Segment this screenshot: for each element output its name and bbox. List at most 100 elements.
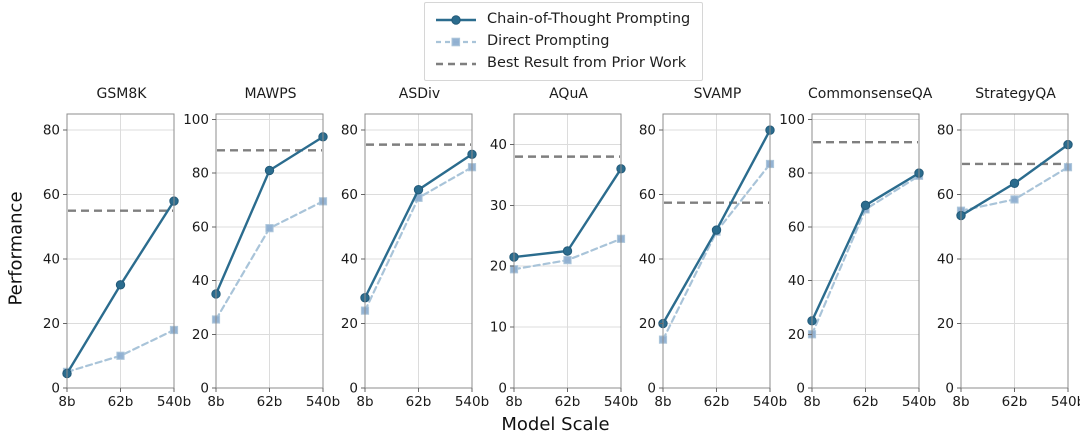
direct-prompting-point	[265, 224, 274, 233]
subplot-title: SVAMP	[693, 86, 742, 102]
subplot-title: ASDiv	[398, 86, 441, 102]
y-tick-label: 30	[490, 198, 507, 214]
subplot-row: GSM8K 0 20 40 60 80 8b 62b 540b MAWPS 0 20 40 60 80 100…	[31, 84, 1080, 410]
x-tick-label: 62b	[406, 394, 432, 410]
y-tick-label: 40	[192, 273, 209, 289]
x-tick-label: 8b	[356, 394, 373, 410]
y-tick-label: 40	[937, 252, 954, 268]
axis-ticks: 0 10 20 30 40 8b 62b 540b	[490, 137, 638, 410]
x-tick-label: 540b	[604, 394, 638, 410]
direct-prompting-point	[1010, 195, 1019, 204]
x-tick-label: 8b	[803, 394, 820, 410]
axis-ticks: 0 20 40 60 80 8b 62b 540b	[43, 123, 191, 410]
chain-of-thought-point	[264, 165, 275, 176]
y-tick-label: 60	[43, 187, 60, 203]
subplot-aqua: AQuA 0 10 20 30 40 8b 62b 540b	[478, 84, 638, 410]
chain-of-thought-point	[711, 225, 722, 235]
x-tick-label: 540b	[1051, 394, 1080, 410]
y-tick-label: 80	[192, 166, 209, 182]
legend-label-cot: Chain-of-Thought Prompting	[487, 11, 691, 27]
x-tick-label: 540b	[157, 394, 191, 410]
x-tick-label: 8b	[505, 394, 522, 410]
y-tick-label: 0	[647, 381, 656, 397]
subplot-canvas-gsm8k: 0 20 40 60 80 8b 62b 540b	[43, 113, 191, 410]
subplot-svamp: SVAMP 0 20 40 60 80 8b 62b 540b	[627, 84, 787, 410]
subplot-canvas-strategyqa: 0 20 40 60 80 8b 62b 540b	[937, 113, 1080, 410]
subplot-gsm8k: GSM8K 0 20 40 60 80 8b 62b 540b	[31, 84, 191, 410]
axis-ticks: 0 20 40 60 80 100 8b 62b 540b	[183, 112, 340, 410]
y-tick-label: 20	[341, 316, 358, 332]
direct-prompting-point	[563, 256, 572, 265]
direct-prompting-point	[116, 351, 125, 360]
y-tick-label: 20	[788, 327, 805, 343]
y-tick-label: 40	[639, 252, 656, 268]
subplot-asdiv: ASDiv 0 20 40 60 80 8b 62b 540b	[329, 84, 489, 410]
y-tick-label: 20	[192, 327, 209, 343]
x-tick-label: 8b	[207, 394, 224, 410]
x-tick-label: 540b	[902, 394, 936, 410]
chain-of-thought-point	[115, 280, 126, 290]
y-tick-label: 0	[51, 381, 60, 397]
chain-of-thought-point	[860, 200, 871, 211]
y-tick-label: 80	[341, 123, 358, 139]
axis-ticks: 0 20 40 60 80 8b 62b 540b	[937, 123, 1080, 410]
subplot-title: MAWPS	[244, 86, 297, 102]
y-tick-label: 40	[43, 252, 60, 268]
cot-line-sample-icon	[436, 14, 476, 25]
subplot-title: StrategyQA	[975, 86, 1056, 102]
y-tick-label: 60	[192, 219, 209, 235]
legend-item-prior: Best Result from Prior Work	[434, 53, 690, 74]
gridlines	[365, 114, 473, 388]
subplot-canvas-svamp: 0 20 40 60 80 8b 62b 540b	[639, 113, 787, 410]
y-tick-label: 60	[788, 219, 805, 235]
y-tick-label: 100	[183, 112, 209, 128]
y-tick-label: 80	[43, 123, 60, 139]
subplot-commonsenseqa: CommonsenseQA 0 20 40 60 80 100 8b 62b 540b	[776, 84, 936, 410]
gridlines	[663, 114, 771, 388]
subplot-canvas-aqua: 0 10 20 30 40 8b 62b 540b	[490, 113, 638, 410]
x-tick-label: 8b	[654, 394, 671, 410]
subplot-title: AQuA	[549, 86, 588, 102]
y-tick-label: 60	[341, 187, 358, 203]
y-tick-label: 20	[937, 316, 954, 332]
x-tick-label: 62b	[853, 394, 879, 410]
x-tick-label: 62b	[1002, 394, 1028, 410]
figure-legend: Chain-of-Thought Prompting Direct Prompti…	[424, 2, 704, 81]
y-tick-label: 0	[498, 381, 507, 397]
y-tick-label: 60	[937, 187, 954, 203]
x-tick-label: 62b	[257, 394, 283, 410]
y-tick-label: 0	[796, 381, 805, 397]
subplot-strategyqa: StrategyQA 0 20 40 60 80 8b 62b 540b	[925, 84, 1080, 410]
chain-of-thought-point	[1009, 178, 1020, 189]
x-tick-label: 540b	[753, 394, 787, 410]
axis-ticks: 0 20 40 60 80 100 8b 62b 540b	[779, 112, 936, 410]
y-tick-label: 100	[779, 112, 805, 128]
y-tick-label: 80	[937, 123, 954, 139]
y-tick-label: 0	[945, 381, 954, 397]
y-tick-label: 20	[490, 259, 507, 275]
axis-ticks: 0 20 40 60 80 8b 62b 540b	[639, 123, 787, 410]
direct-line-sample-icon	[436, 37, 476, 46]
x-tick-label: 540b	[455, 394, 489, 410]
x-tick-label: 62b	[555, 394, 581, 410]
y-tick-label: 20	[43, 316, 60, 332]
subplot-canvas-asdiv: 0 20 40 60 80 8b 62b 540b	[341, 113, 489, 410]
x-tick-label: 62b	[704, 394, 730, 410]
y-axis-label: Performance	[5, 191, 27, 306]
y-tick-label: 80	[639, 123, 656, 139]
chain-of-thought-point	[413, 185, 424, 195]
x-tick-label: 8b	[58, 394, 75, 410]
y-tick-label: 0	[200, 381, 209, 397]
subplot-title: GSM8K	[96, 86, 147, 102]
y-tick-label: 0	[349, 381, 358, 397]
y-tick-label: 80	[788, 166, 805, 182]
x-tick-label: 62b	[108, 394, 134, 410]
legend-item-direct: Direct Prompting	[434, 31, 690, 52]
x-tick-label: 540b	[306, 394, 340, 410]
legend-item-cot: Chain-of-Thought Prompting	[434, 9, 690, 30]
x-axis-label: Model Scale	[501, 414, 610, 435]
legend-label-prior: Best Result from Prior Work	[487, 55, 687, 71]
legend-label-direct: Direct Prompting	[487, 33, 610, 49]
x-tick-label: 8b	[952, 394, 969, 410]
gridlines	[216, 114, 324, 388]
